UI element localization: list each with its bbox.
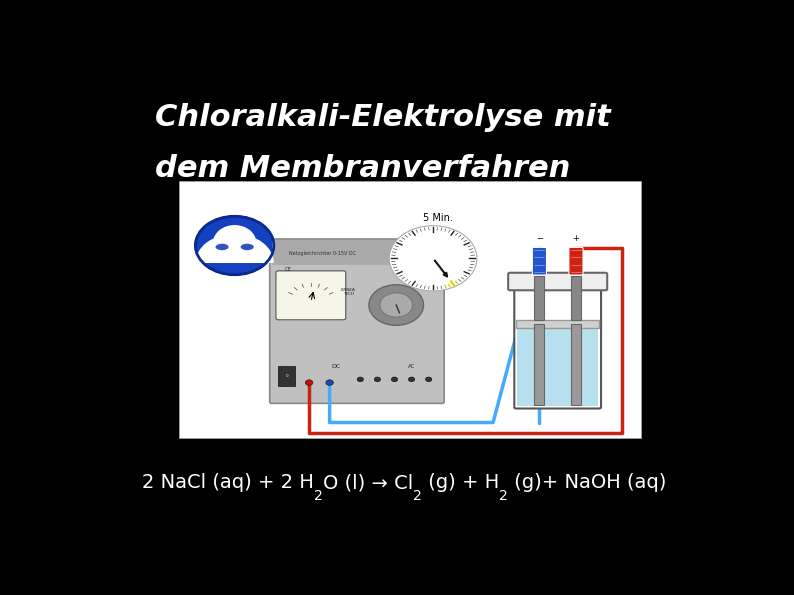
Text: 0: 0 xyxy=(286,374,288,378)
FancyBboxPatch shape xyxy=(276,271,345,320)
Bar xyxy=(571,276,581,320)
Circle shape xyxy=(374,377,380,381)
Text: 2: 2 xyxy=(314,488,323,503)
FancyBboxPatch shape xyxy=(532,248,546,275)
Text: CE: CE xyxy=(285,267,292,272)
Ellipse shape xyxy=(240,243,255,251)
Text: 2: 2 xyxy=(499,488,508,503)
Circle shape xyxy=(195,217,274,275)
Bar xyxy=(279,367,295,386)
Text: O (l) → Cl: O (l) → Cl xyxy=(323,473,414,492)
Circle shape xyxy=(408,377,414,381)
Text: Chloralkali-Elektrolyse mit: Chloralkali-Elektrolyse mit xyxy=(155,104,611,133)
Text: (g)+ NaOH (aq): (g)+ NaOH (aq) xyxy=(508,473,667,492)
Text: DC: DC xyxy=(332,364,341,369)
FancyBboxPatch shape xyxy=(508,273,607,290)
Bar xyxy=(571,324,581,405)
FancyBboxPatch shape xyxy=(270,239,444,403)
Text: dem Membranverfahren: dem Membranverfahren xyxy=(155,154,570,183)
Circle shape xyxy=(357,377,364,381)
Text: −: − xyxy=(536,234,543,243)
Circle shape xyxy=(380,293,413,317)
Ellipse shape xyxy=(213,225,256,260)
FancyBboxPatch shape xyxy=(569,248,583,275)
Text: Netzgleichrichter 0-15V DC: Netzgleichrichter 0-15V DC xyxy=(289,251,357,256)
FancyBboxPatch shape xyxy=(515,286,601,409)
Circle shape xyxy=(306,380,313,386)
Text: +: + xyxy=(572,234,580,243)
Circle shape xyxy=(369,284,423,325)
Circle shape xyxy=(426,377,432,381)
Circle shape xyxy=(391,377,398,381)
Circle shape xyxy=(389,226,477,291)
Text: AC: AC xyxy=(408,364,415,369)
Bar xyxy=(534,276,545,320)
Bar xyxy=(518,328,598,406)
Wedge shape xyxy=(195,234,274,263)
Ellipse shape xyxy=(214,243,229,251)
Bar xyxy=(534,324,545,405)
Text: 5 Min.: 5 Min. xyxy=(422,212,453,223)
Bar xyxy=(179,181,641,438)
Circle shape xyxy=(326,380,333,386)
Text: (g) + H: (g) + H xyxy=(422,473,499,492)
Text: 2 NaCl (aq) + 2 H: 2 NaCl (aq) + 2 H xyxy=(142,473,314,492)
Bar xyxy=(516,320,599,328)
Text: 2: 2 xyxy=(414,488,422,503)
Bar xyxy=(272,240,442,265)
Text: LINNEA
TECH: LINNEA TECH xyxy=(341,288,356,296)
